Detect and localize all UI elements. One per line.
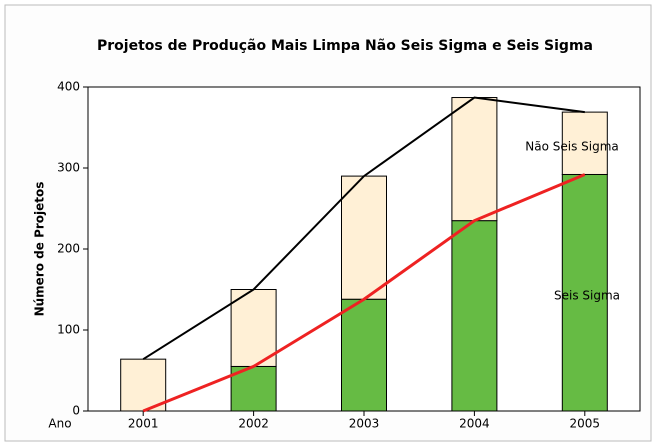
- y-tick-label: 300: [57, 161, 80, 175]
- bar-segment: [561, 111, 608, 175]
- y-axis-label: Número de Projetos: [33, 182, 47, 317]
- y-tick-label: 100: [57, 323, 80, 337]
- bar-segment: [451, 220, 498, 412]
- series-line: [142, 173, 586, 413]
- bar-segment: [230, 289, 277, 367]
- bar-segment: [120, 358, 167, 412]
- x-tick-label: 2005: [570, 417, 601, 431]
- y-tick-label: 400: [57, 80, 80, 94]
- chart-title: Projetos de Produção Mais Limpa Não Seis…: [97, 38, 593, 54]
- series-annotation: Não Seis Sigma: [525, 140, 619, 154]
- bar-segment: [341, 298, 387, 412]
- series-line: [142, 96, 585, 361]
- y-tick-label: 200: [57, 242, 80, 256]
- x-tick-label: 2004: [459, 417, 490, 431]
- bar-segment: [561, 173, 608, 412]
- bar-segment: [451, 97, 498, 222]
- x-tick-label: 2002: [238, 417, 269, 431]
- bar-segment: [341, 175, 387, 300]
- y-tick-label: 0: [72, 404, 80, 418]
- series-annotation: Seis Sigma: [554, 289, 620, 303]
- x-axis-label: Ano: [48, 417, 71, 431]
- x-tick-label: 2003: [349, 417, 380, 431]
- x-tick-label: 2001: [128, 417, 159, 431]
